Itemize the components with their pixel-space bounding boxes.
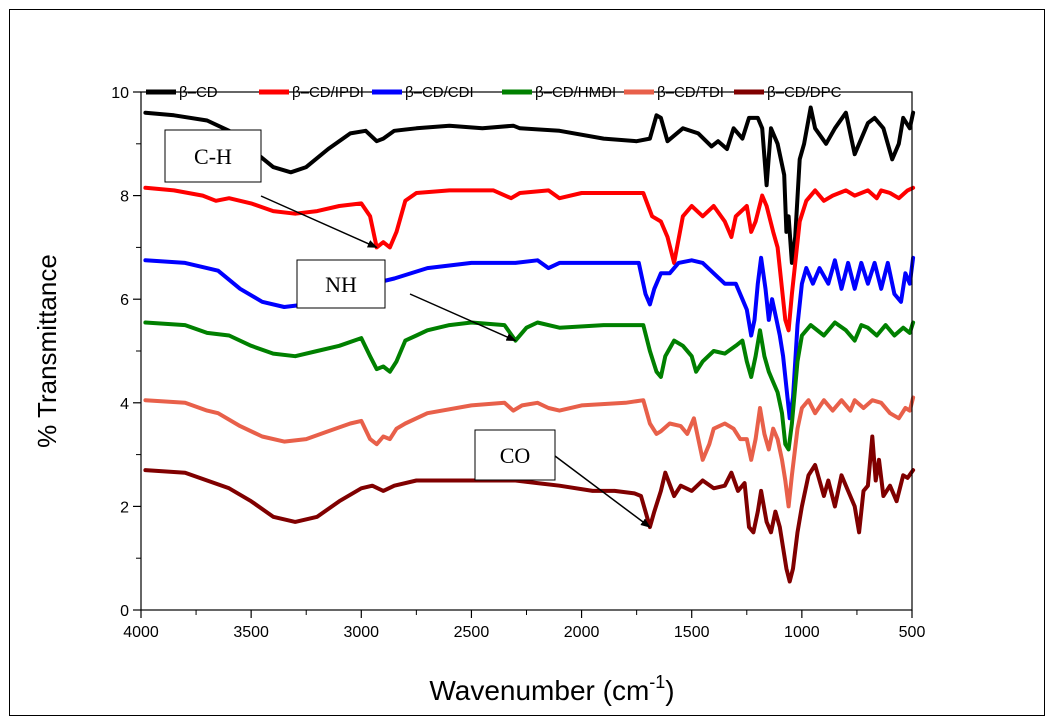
x-axis-title: Wavenumber (cm-1) — [429, 672, 674, 706]
x-axis-title-close: ) — [665, 675, 674, 706]
y-tick-label: 4 — [120, 396, 129, 413]
annotation-box — [474, 429, 556, 481]
annotations: C-H NH CO — [164, 129, 651, 528]
legend: β–CD β–CD/IPDI β–CD/CDI β–CD/HMDI β–CD/TDI β–… — [146, 84, 842, 101]
y-tick-label: 8 — [120, 189, 129, 206]
series-line-5 — [143, 395, 916, 509]
x-tick-label: 3500 — [233, 624, 269, 641]
series-line-1 — [143, 105, 916, 265]
y-tick-label: 6 — [120, 292, 129, 309]
annotation-label: NH — [325, 272, 357, 297]
y-axis-title: % Transmittance — [32, 254, 62, 448]
x-tick-label: 4000 — [123, 624, 159, 641]
x-axis-title-sup: -1 — [649, 672, 665, 692]
x-tick-label: 500 — [899, 624, 926, 641]
annotation-box — [296, 259, 386, 309]
x-tick-label: 2000 — [564, 624, 600, 641]
legend-label: β–CD/IPDI — [292, 84, 364, 101]
x-tick-label: 3000 — [343, 624, 379, 641]
series-layer — [143, 105, 916, 584]
x-axis-title-main: Wavenumber (cm — [429, 675, 649, 706]
y-tick-label: 2 — [120, 499, 129, 516]
series-line-6 — [143, 434, 916, 584]
x-tick-label: 2500 — [454, 624, 490, 641]
series-line-2 — [143, 185, 916, 333]
legend-label: β–CD/HMDI — [535, 84, 616, 101]
legend-label: β–CD/DPC — [767, 84, 842, 101]
annotation-arrow — [554, 455, 651, 528]
x-tick-label: 1500 — [674, 624, 710, 641]
annotation-arrow — [260, 195, 378, 249]
annotation-arrow — [409, 293, 517, 342]
annotation-label: CO — [500, 443, 531, 468]
y-tick-label: 0 — [120, 603, 129, 620]
y-tick-label: 10 — [111, 85, 129, 102]
ticks-layer: 4000 3500 3000 2500 2000 1500 1000 500 0 2 4 6 8 10 — [111, 85, 925, 641]
x-tick-label: 1000 — [784, 624, 820, 641]
legend-label: β–CD/CDI — [405, 84, 474, 101]
legend-label: β–CD — [179, 84, 218, 101]
series-line-3 — [143, 255, 916, 421]
annotation-label: C-H — [194, 144, 232, 169]
annotation-box — [164, 129, 262, 183]
series-line-4 — [143, 320, 916, 452]
legend-label: β–CD/TDI — [657, 84, 724, 101]
